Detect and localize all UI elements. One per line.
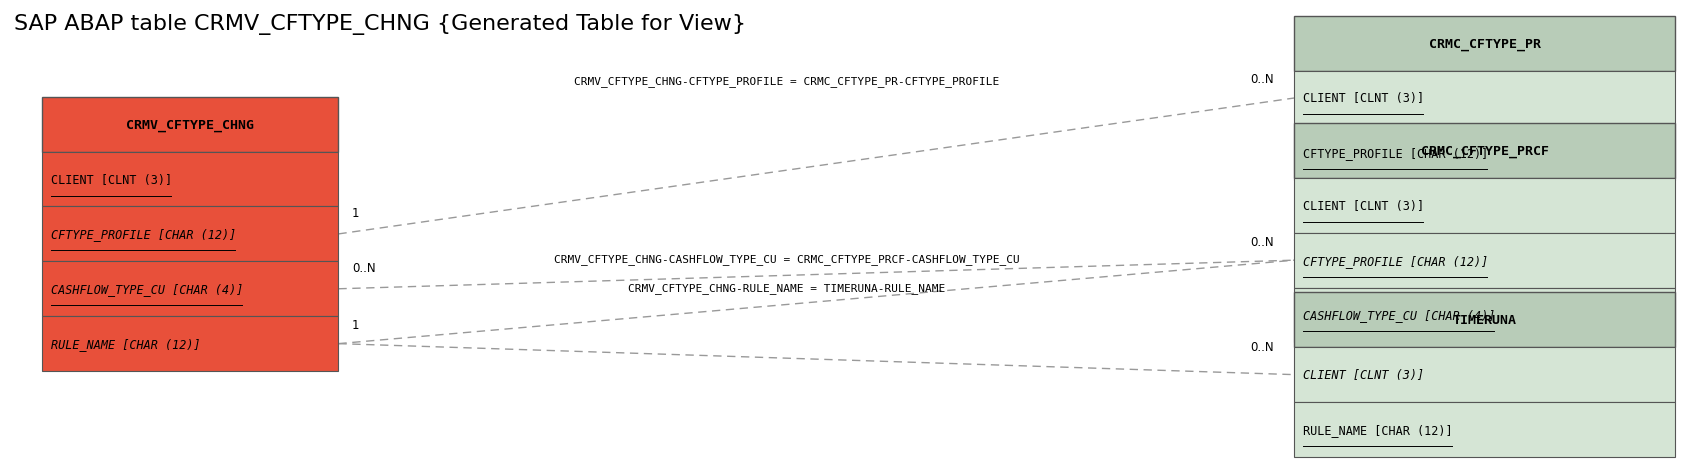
Text: CRMC_CFTYPE_PRCF: CRMC_CFTYPE_PRCF — [1421, 145, 1548, 158]
Bar — [1294, 126, 1675, 181]
Text: CASHFLOW_TYPE_CU [CHAR (4)]: CASHFLOW_TYPE_CU [CHAR (4)] — [1303, 309, 1496, 322]
Text: CFTYPE_PROFILE [CHAR (12)]: CFTYPE_PROFILE [CHAR (12)] — [1303, 147, 1487, 160]
Text: CRMC_CFTYPE_PR: CRMC_CFTYPE_PR — [1428, 38, 1541, 50]
Text: CFTYPE_PROFILE [CHAR (12)]: CFTYPE_PROFILE [CHAR (12)] — [51, 228, 235, 241]
Text: CRMV_CFTYPE_CHNG-CASHFLOW_TYPE_CU = CRMC_CFTYPE_PRCF-CASHFLOW_TYPE_CU: CRMV_CFTYPE_CHNG-CASHFLOW_TYPE_CU = CRMC… — [553, 254, 1020, 265]
Bar — [42, 207, 338, 262]
Text: RULE_NAME [CHAR (12)]: RULE_NAME [CHAR (12)] — [1303, 423, 1452, 436]
Text: 0..N: 0..N — [1250, 73, 1274, 86]
Bar — [42, 317, 338, 371]
Text: SAP ABAP table CRMV_CFTYPE_CHNG {Generated Table for View}: SAP ABAP table CRMV_CFTYPE_CHNG {Generat… — [14, 14, 746, 35]
Text: 0..N: 0..N — [352, 261, 376, 274]
Text: 0..N: 0..N — [1250, 235, 1274, 248]
Text: CLIENT [CLNT (3)]: CLIENT [CLNT (3)] — [1303, 92, 1425, 105]
Text: CASHFLOW_TYPE_CU [CHAR (4)]: CASHFLOW_TYPE_CU [CHAR (4)] — [51, 283, 244, 296]
Text: CRMV_CFTYPE_CHNG-RULE_NAME = TIMERUNA-RULE_NAME: CRMV_CFTYPE_CHNG-RULE_NAME = TIMERUNA-RU… — [628, 283, 946, 293]
Bar — [1294, 71, 1675, 126]
Bar — [1294, 347, 1675, 402]
Text: 0..N: 0..N — [1250, 340, 1274, 353]
Bar — [1294, 288, 1675, 343]
Text: CLIENT [CLNT (3)]: CLIENT [CLNT (3)] — [1303, 368, 1425, 381]
Text: TIMERUNA: TIMERUNA — [1453, 314, 1516, 327]
Text: 1: 1 — [352, 207, 359, 219]
Text: CLIENT [CLNT (3)]: CLIENT [CLNT (3)] — [1303, 199, 1425, 212]
Bar — [1294, 293, 1675, 347]
Text: RULE_NAME [CHAR (12)]: RULE_NAME [CHAR (12)] — [51, 337, 200, 350]
Bar — [42, 152, 338, 207]
Text: CLIENT [CLNT (3)]: CLIENT [CLNT (3)] — [51, 173, 173, 186]
Bar — [1294, 17, 1675, 71]
Text: CRMV_CFTYPE_CHNG-CFTYPE_PROFILE = CRMC_CFTYPE_PR-CFTYPE_PROFILE: CRMV_CFTYPE_CHNG-CFTYPE_PROFILE = CRMC_C… — [574, 76, 1000, 86]
Text: CRMV_CFTYPE_CHNG: CRMV_CFTYPE_CHNG — [127, 119, 254, 131]
Bar — [1294, 178, 1675, 233]
Text: CFTYPE_PROFILE [CHAR (12)]: CFTYPE_PROFILE [CHAR (12)] — [1303, 254, 1487, 267]
Text: 1: 1 — [352, 318, 359, 331]
Bar — [1294, 233, 1675, 288]
Bar — [1294, 402, 1675, 457]
Bar — [1294, 124, 1675, 178]
Bar — [42, 262, 338, 317]
Bar — [42, 98, 338, 152]
